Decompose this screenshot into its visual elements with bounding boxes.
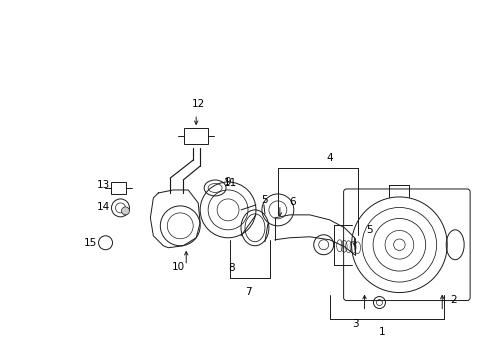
Bar [110, 182, 126, 194]
Circle shape [121, 207, 129, 215]
Text: 4: 4 [325, 153, 332, 163]
Text: 3: 3 [351, 319, 358, 329]
Text: 7: 7 [244, 287, 251, 297]
Text: 1: 1 [378, 327, 385, 337]
Text: 5: 5 [261, 195, 268, 205]
Text: 11: 11 [223, 178, 236, 188]
Text: 10: 10 [171, 262, 184, 272]
Text: 15: 15 [84, 238, 97, 248]
Text: 8: 8 [228, 263, 235, 273]
Text: 14: 14 [97, 202, 110, 212]
Text: 2: 2 [449, 294, 456, 305]
Text: 5: 5 [366, 225, 372, 235]
Text: 13: 13 [97, 180, 110, 190]
Text: 9: 9 [224, 177, 231, 187]
Text: 12: 12 [191, 99, 204, 109]
Bar [184, 128, 208, 144]
Text: 6: 6 [289, 197, 296, 207]
